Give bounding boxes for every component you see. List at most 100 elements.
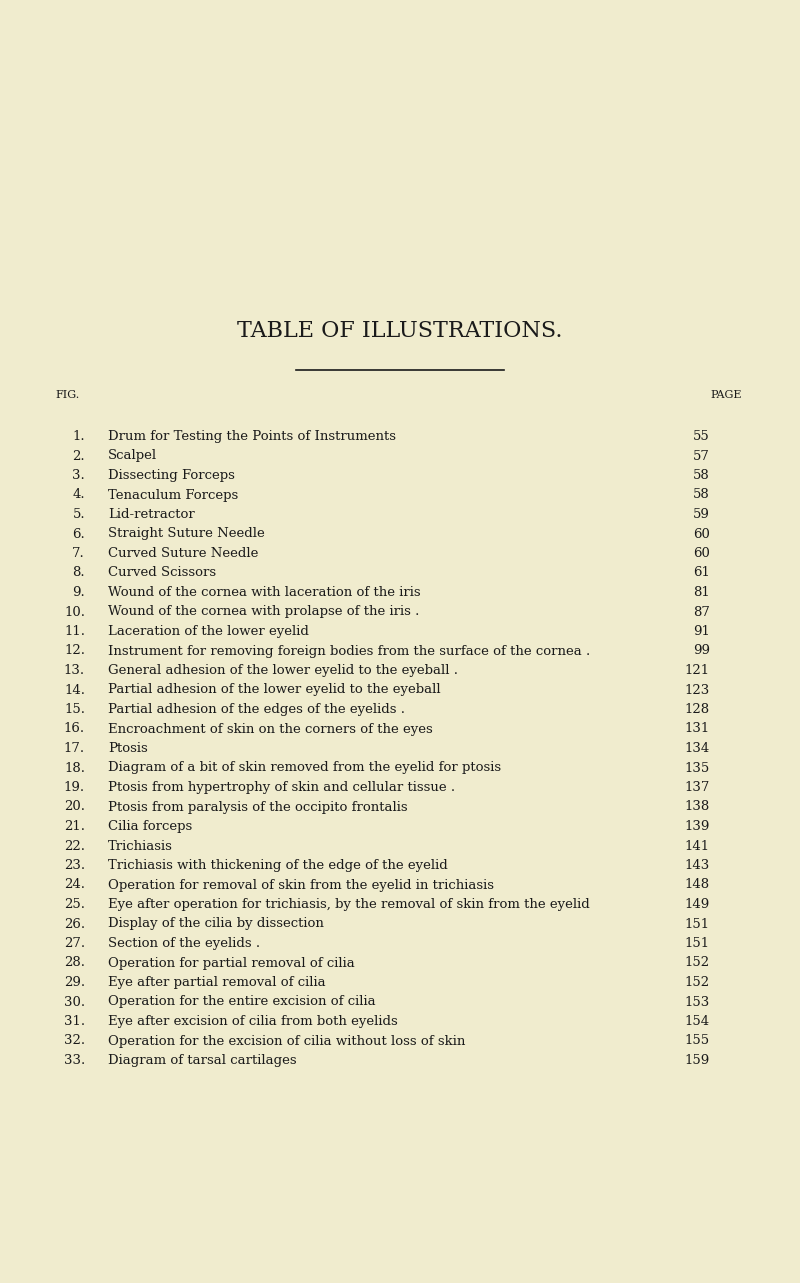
Text: Operation for removal of skin from the eyelid in trichiasis: Operation for removal of skin from the e… bbox=[108, 879, 494, 892]
Text: Eye after partial removal of cilia: Eye after partial removal of cilia bbox=[108, 976, 326, 989]
Text: Lid-retractor: Lid-retractor bbox=[108, 508, 194, 521]
Text: 30.: 30. bbox=[64, 996, 85, 1008]
Text: 15.: 15. bbox=[64, 703, 85, 716]
Text: 141: 141 bbox=[685, 839, 710, 852]
Text: 137: 137 bbox=[685, 781, 710, 794]
Text: 9.: 9. bbox=[72, 586, 85, 599]
Text: Scalpel: Scalpel bbox=[108, 449, 157, 462]
Text: 20.: 20. bbox=[64, 801, 85, 813]
Text: 19.: 19. bbox=[64, 781, 85, 794]
Text: Ptosis from paralysis of the occipito frontalis: Ptosis from paralysis of the occipito fr… bbox=[108, 801, 408, 813]
Text: General adhesion of the lower eyelid to the eyeball .: General adhesion of the lower eyelid to … bbox=[108, 665, 458, 677]
Text: 18.: 18. bbox=[64, 762, 85, 775]
Text: Partial adhesion of the edges of the eyelids .: Partial adhesion of the edges of the eye… bbox=[108, 703, 405, 716]
Text: Diagram of a bit of skin removed from the eyelid for ptosis: Diagram of a bit of skin removed from th… bbox=[108, 762, 501, 775]
Text: 26.: 26. bbox=[64, 917, 85, 930]
Text: 87: 87 bbox=[693, 606, 710, 618]
Text: 58: 58 bbox=[694, 470, 710, 482]
Text: 128: 128 bbox=[685, 703, 710, 716]
Text: Cilia forceps: Cilia forceps bbox=[108, 820, 192, 833]
Text: PAGE: PAGE bbox=[710, 390, 742, 400]
Text: 24.: 24. bbox=[64, 879, 85, 892]
Text: 152: 152 bbox=[685, 976, 710, 989]
Text: 31.: 31. bbox=[64, 1015, 85, 1028]
Text: Curved Suture Needle: Curved Suture Needle bbox=[108, 547, 258, 559]
Text: 155: 155 bbox=[685, 1034, 710, 1047]
Text: TABLE OF ILLUSTRATIONS.: TABLE OF ILLUSTRATIONS. bbox=[238, 319, 562, 343]
Text: 91: 91 bbox=[693, 625, 710, 638]
Text: 60: 60 bbox=[693, 547, 710, 559]
Text: 33.: 33. bbox=[64, 1055, 85, 1067]
Text: 25.: 25. bbox=[64, 898, 85, 911]
Text: 1.: 1. bbox=[72, 430, 85, 443]
Text: Eye after excision of cilia from both eyelids: Eye after excision of cilia from both ey… bbox=[108, 1015, 398, 1028]
Text: 148: 148 bbox=[685, 879, 710, 892]
Text: 8.: 8. bbox=[72, 567, 85, 580]
Text: 121: 121 bbox=[685, 665, 710, 677]
Text: Ptosis: Ptosis bbox=[108, 742, 148, 754]
Text: Drum for Testing the Points of Instruments: Drum for Testing the Points of Instrumen… bbox=[108, 430, 396, 443]
Text: 99: 99 bbox=[693, 644, 710, 657]
Text: 13.: 13. bbox=[64, 665, 85, 677]
Text: 28.: 28. bbox=[64, 957, 85, 970]
Text: Diagram of tarsal cartilages: Diagram of tarsal cartilages bbox=[108, 1055, 297, 1067]
Text: Ptosis from hypertrophy of skin and cellular tissue .: Ptosis from hypertrophy of skin and cell… bbox=[108, 781, 455, 794]
Text: FIG.: FIG. bbox=[55, 390, 79, 400]
Text: 10.: 10. bbox=[64, 606, 85, 618]
Text: 60: 60 bbox=[693, 527, 710, 540]
Text: 143: 143 bbox=[685, 860, 710, 872]
Text: Display of the cilia by dissection: Display of the cilia by dissection bbox=[108, 917, 324, 930]
Text: 159: 159 bbox=[685, 1055, 710, 1067]
Text: 21.: 21. bbox=[64, 820, 85, 833]
Text: 58: 58 bbox=[694, 489, 710, 502]
Text: 57: 57 bbox=[693, 449, 710, 462]
Text: 138: 138 bbox=[685, 801, 710, 813]
Text: 131: 131 bbox=[685, 722, 710, 735]
Text: 23.: 23. bbox=[64, 860, 85, 872]
Text: 135: 135 bbox=[685, 762, 710, 775]
Text: 6.: 6. bbox=[72, 527, 85, 540]
Text: 12.: 12. bbox=[64, 644, 85, 657]
Text: Dissecting Forceps: Dissecting Forceps bbox=[108, 470, 235, 482]
Text: 2.: 2. bbox=[72, 449, 85, 462]
Text: Operation for the excision of cilia without loss of skin: Operation for the excision of cilia with… bbox=[108, 1034, 466, 1047]
Text: 154: 154 bbox=[685, 1015, 710, 1028]
Text: Trichiasis with thickening of the edge of the eyelid: Trichiasis with thickening of the edge o… bbox=[108, 860, 448, 872]
Text: 5.: 5. bbox=[72, 508, 85, 521]
Text: 81: 81 bbox=[694, 586, 710, 599]
Text: 123: 123 bbox=[685, 684, 710, 697]
Text: 16.: 16. bbox=[64, 722, 85, 735]
Text: 149: 149 bbox=[685, 898, 710, 911]
Text: Encroachment of skin on the corners of the eyes: Encroachment of skin on the corners of t… bbox=[108, 722, 433, 735]
Text: Section of the eyelids .: Section of the eyelids . bbox=[108, 937, 260, 949]
Text: Curved Scissors: Curved Scissors bbox=[108, 567, 216, 580]
Text: 151: 151 bbox=[685, 937, 710, 949]
Text: 11.: 11. bbox=[64, 625, 85, 638]
Text: 151: 151 bbox=[685, 917, 710, 930]
Text: Instrument for removing foreign bodies from the surface of the cornea .: Instrument for removing foreign bodies f… bbox=[108, 644, 590, 657]
Text: 17.: 17. bbox=[64, 742, 85, 754]
Text: 32.: 32. bbox=[64, 1034, 85, 1047]
Text: 139: 139 bbox=[685, 820, 710, 833]
Text: 152: 152 bbox=[685, 957, 710, 970]
Text: Trichiasis: Trichiasis bbox=[108, 839, 173, 852]
Text: Tenaculum Forceps: Tenaculum Forceps bbox=[108, 489, 238, 502]
Text: Eye after operation for trichiasis, by the removal of skin from the eyelid: Eye after operation for trichiasis, by t… bbox=[108, 898, 590, 911]
Text: 153: 153 bbox=[685, 996, 710, 1008]
Text: Partial adhesion of the lower eyelid to the eyeball: Partial adhesion of the lower eyelid to … bbox=[108, 684, 441, 697]
Text: 3.: 3. bbox=[72, 470, 85, 482]
Text: 59: 59 bbox=[693, 508, 710, 521]
Text: 7.: 7. bbox=[72, 547, 85, 559]
Text: 61: 61 bbox=[693, 567, 710, 580]
Text: Wound of the cornea with laceration of the iris: Wound of the cornea with laceration of t… bbox=[108, 586, 421, 599]
Text: Operation for the entire excision of cilia: Operation for the entire excision of cil… bbox=[108, 996, 376, 1008]
Text: Laceration of the lower eyelid: Laceration of the lower eyelid bbox=[108, 625, 309, 638]
Text: Operation for partial removal of cilia: Operation for partial removal of cilia bbox=[108, 957, 354, 970]
Text: 22.: 22. bbox=[64, 839, 85, 852]
Text: 27.: 27. bbox=[64, 937, 85, 949]
Text: 14.: 14. bbox=[64, 684, 85, 697]
Text: 4.: 4. bbox=[72, 489, 85, 502]
Text: Straight Suture Needle: Straight Suture Needle bbox=[108, 527, 265, 540]
Text: Wound of the cornea with prolapse of the iris .: Wound of the cornea with prolapse of the… bbox=[108, 606, 419, 618]
Text: 55: 55 bbox=[694, 430, 710, 443]
